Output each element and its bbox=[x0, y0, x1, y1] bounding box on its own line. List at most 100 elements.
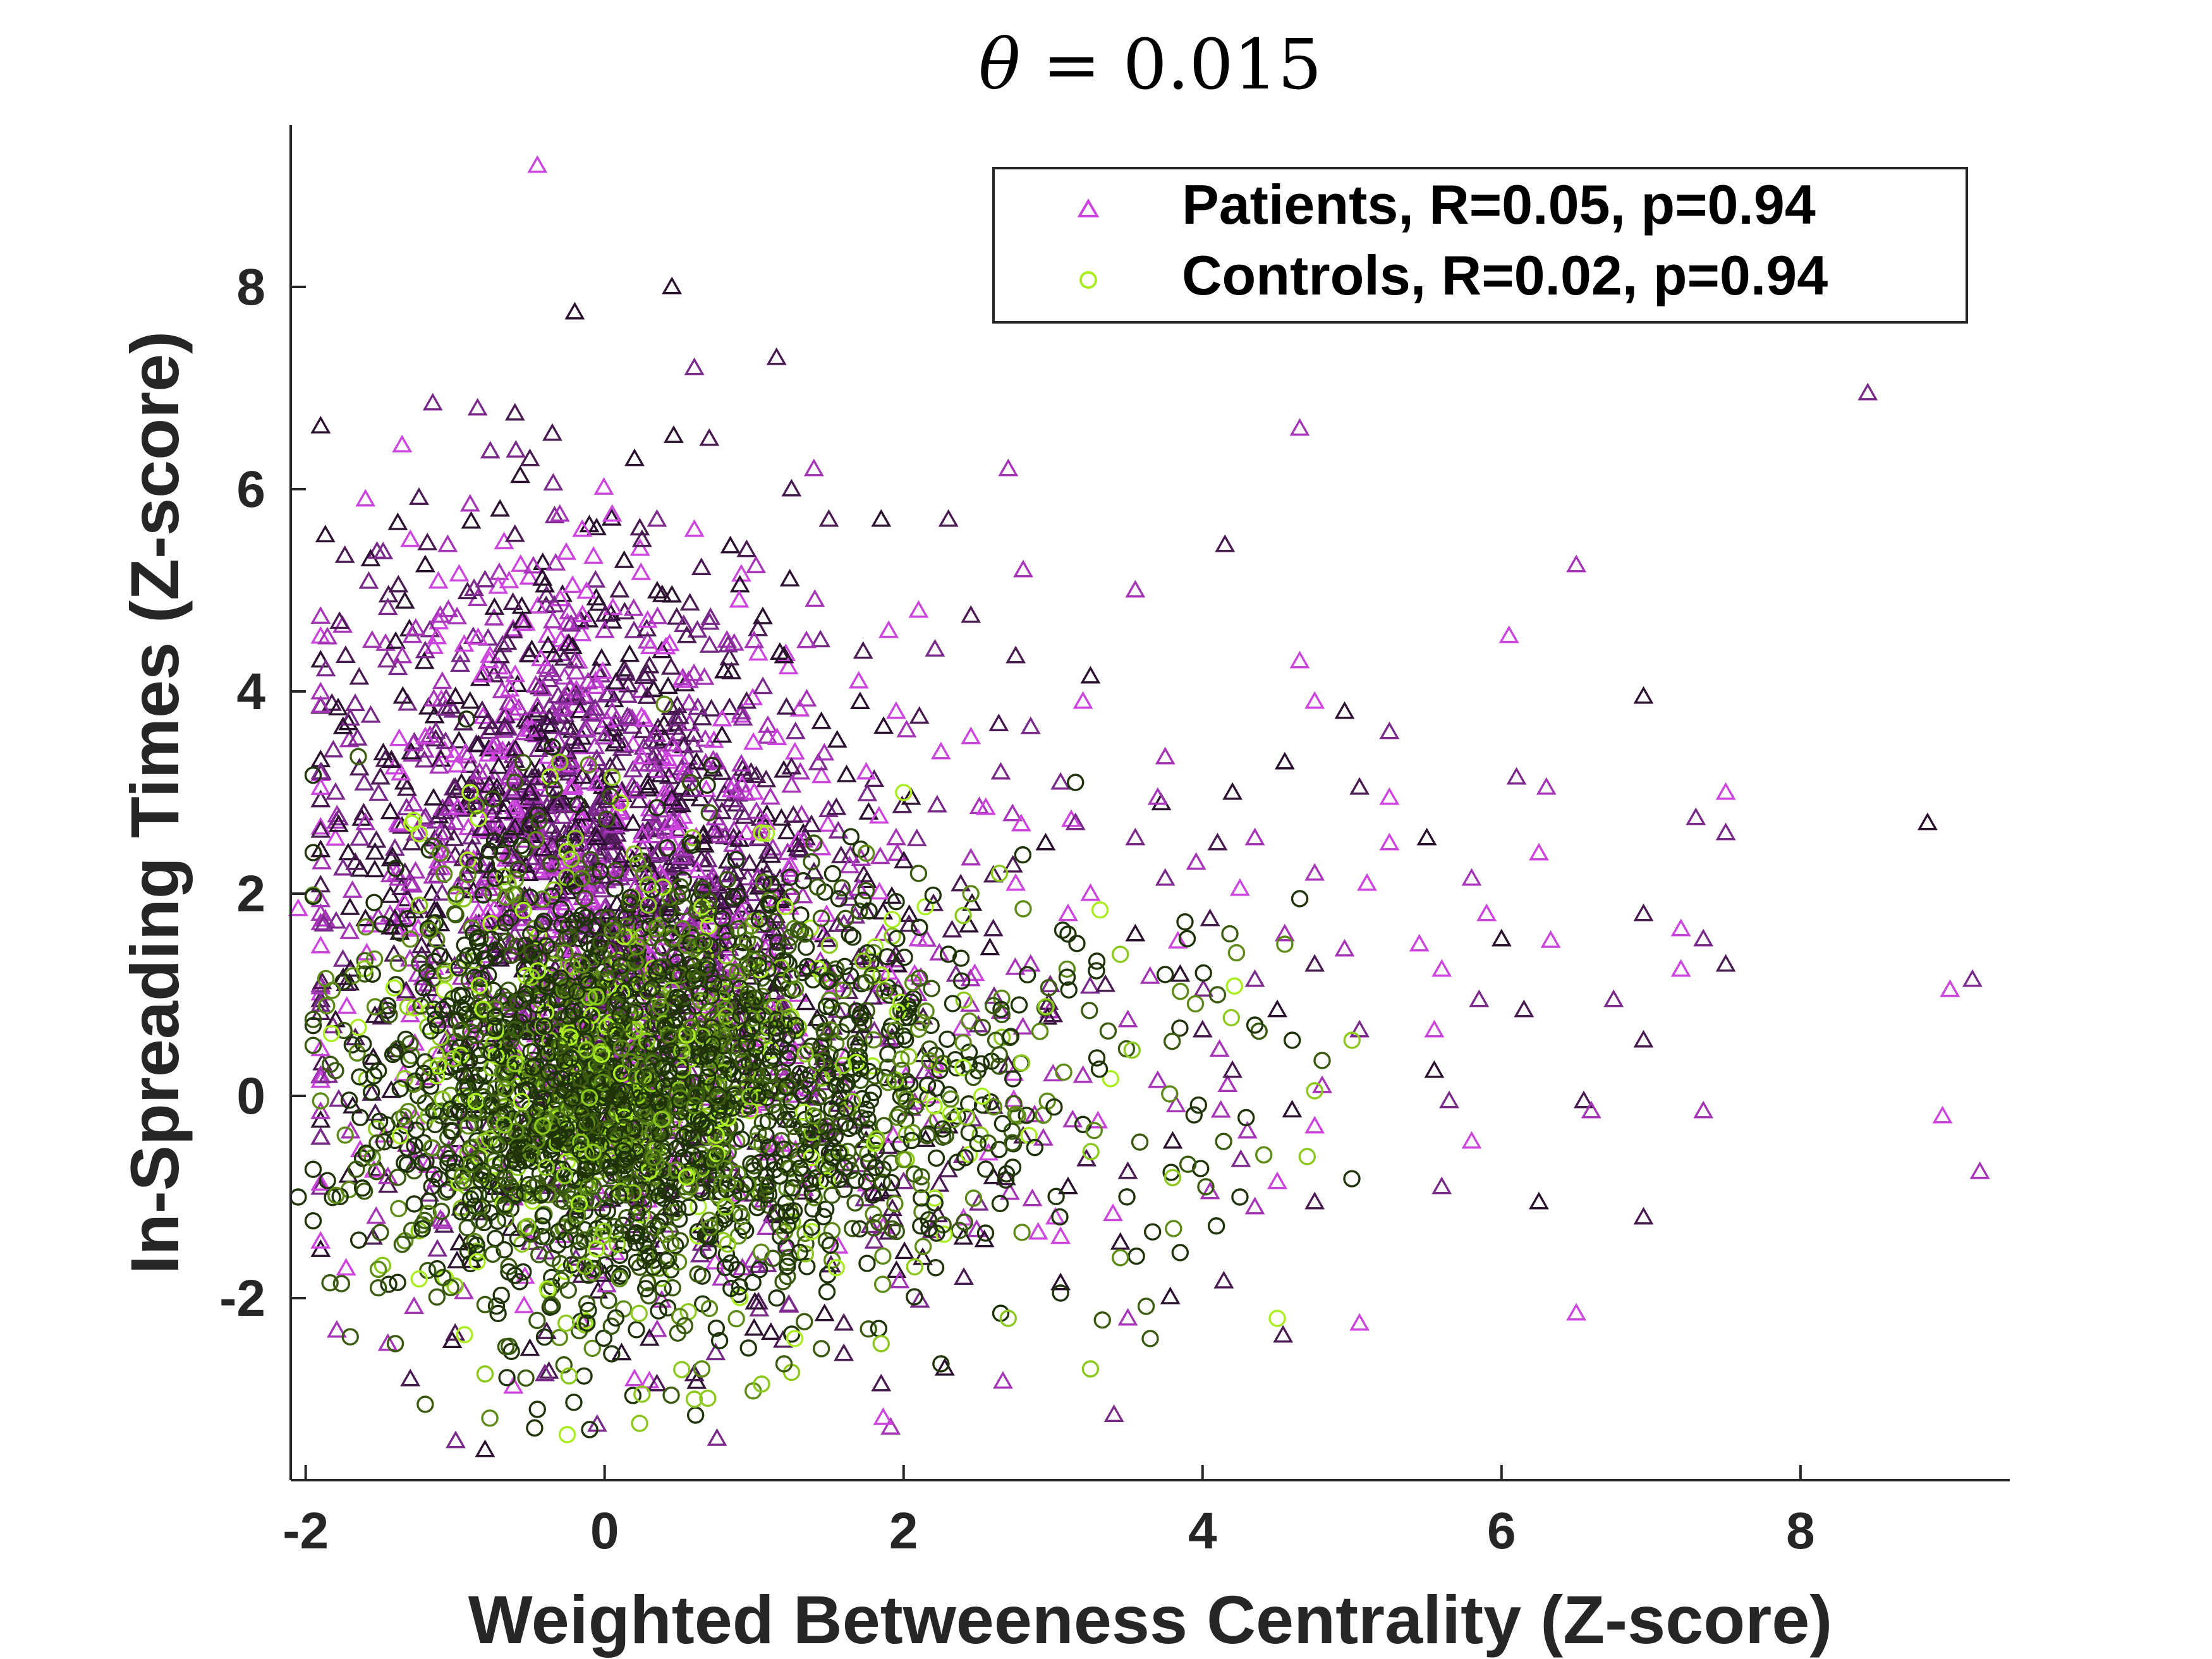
patient-point bbox=[984, 986, 1004, 1004]
patient-point bbox=[953, 1227, 974, 1245]
control-point bbox=[1055, 1063, 1073, 1081]
control-point bbox=[900, 1048, 918, 1066]
control-point bbox=[428, 1288, 446, 1306]
control-point bbox=[798, 1258, 816, 1275]
patient-point bbox=[427, 901, 447, 918]
control-point bbox=[802, 1149, 820, 1167]
patient-point bbox=[959, 915, 979, 933]
patient-point bbox=[1050, 772, 1071, 790]
control-point bbox=[782, 967, 800, 985]
patient-point bbox=[482, 717, 503, 736]
control-point bbox=[892, 1050, 910, 1068]
control-point bbox=[598, 971, 616, 988]
control-point bbox=[384, 1045, 402, 1064]
control-point bbox=[750, 1261, 769, 1279]
patient-point bbox=[862, 987, 883, 1005]
patient-point bbox=[528, 739, 549, 757]
patient-point bbox=[871, 1373, 892, 1392]
patient-point bbox=[310, 1239, 331, 1257]
control-point bbox=[729, 1227, 748, 1245]
control-point bbox=[776, 897, 794, 916]
control-point bbox=[428, 1017, 447, 1035]
control-point bbox=[749, 1124, 767, 1143]
patient-point bbox=[592, 661, 613, 679]
control-point bbox=[369, 1260, 387, 1279]
control-point bbox=[771, 1167, 789, 1185]
control-point bbox=[624, 1387, 642, 1404]
patient-point bbox=[377, 1333, 398, 1351]
patient-point bbox=[415, 554, 435, 573]
patient-point bbox=[310, 789, 331, 808]
patient-point bbox=[542, 423, 562, 441]
control-point bbox=[416, 1094, 434, 1112]
data-points bbox=[288, 155, 1990, 1457]
patient-point bbox=[645, 760, 666, 779]
patient-point bbox=[774, 760, 794, 778]
control-point bbox=[625, 845, 643, 863]
control-point bbox=[913, 1189, 930, 1207]
patient-point bbox=[662, 585, 683, 603]
patient-point bbox=[1117, 1009, 1138, 1028]
control-point bbox=[485, 1019, 503, 1037]
control-point bbox=[397, 1030, 415, 1048]
control-point bbox=[1176, 913, 1194, 931]
control-point bbox=[927, 1079, 945, 1097]
patient-point bbox=[664, 739, 684, 757]
control-point bbox=[635, 865, 653, 882]
patient-point bbox=[1125, 580, 1146, 598]
control-point bbox=[489, 1304, 507, 1322]
control-point bbox=[729, 963, 746, 981]
control-point bbox=[304, 1160, 322, 1178]
control-point bbox=[1143, 1223, 1162, 1241]
patient-point bbox=[1379, 787, 1400, 805]
control-point bbox=[537, 1158, 555, 1176]
control-point bbox=[732, 1007, 750, 1025]
patient-point bbox=[762, 837, 783, 856]
patient-point bbox=[858, 801, 879, 820]
patient-point bbox=[456, 863, 476, 882]
control-point bbox=[758, 1089, 775, 1107]
control-point bbox=[1189, 1096, 1208, 1114]
patient-point bbox=[623, 813, 643, 831]
patient-point bbox=[339, 897, 360, 915]
control-point bbox=[618, 1208, 636, 1227]
control-point bbox=[798, 957, 817, 976]
patient-point bbox=[513, 913, 533, 932]
control-point bbox=[716, 1258, 734, 1277]
control-point bbox=[412, 997, 430, 1015]
patient-point bbox=[447, 797, 468, 815]
patient-point bbox=[619, 644, 640, 662]
patient-point bbox=[669, 811, 690, 830]
patient-point bbox=[1231, 1149, 1251, 1167]
patient-point bbox=[1006, 873, 1026, 891]
patient-point bbox=[556, 542, 576, 560]
control-point bbox=[535, 1018, 554, 1035]
control-point bbox=[631, 1414, 648, 1432]
control-point bbox=[772, 959, 790, 976]
patient-point bbox=[623, 598, 644, 616]
patient-point bbox=[1573, 1090, 1594, 1109]
control-point bbox=[684, 1108, 703, 1126]
patient-point bbox=[538, 635, 559, 653]
control-point bbox=[502, 1342, 520, 1361]
control-point bbox=[991, 1194, 1009, 1212]
control-point bbox=[423, 1139, 441, 1157]
patient-point bbox=[777, 877, 798, 895]
control-point bbox=[564, 1002, 582, 1020]
control-point bbox=[722, 1254, 739, 1272]
control-point bbox=[573, 870, 591, 887]
control-point bbox=[700, 917, 717, 935]
patient-point bbox=[785, 721, 806, 739]
patient-point bbox=[954, 1267, 974, 1285]
patient-point bbox=[1581, 1100, 1601, 1119]
patient-point bbox=[396, 798, 417, 815]
patient-point bbox=[1103, 1203, 1123, 1222]
control-point bbox=[1171, 1019, 1189, 1037]
patient-point bbox=[428, 756, 449, 774]
patient-point bbox=[334, 545, 355, 563]
patient-point bbox=[684, 724, 705, 742]
patient-point bbox=[662, 734, 683, 752]
control-point bbox=[960, 1095, 978, 1113]
control-point bbox=[716, 1101, 734, 1119]
control-point bbox=[669, 1324, 687, 1342]
